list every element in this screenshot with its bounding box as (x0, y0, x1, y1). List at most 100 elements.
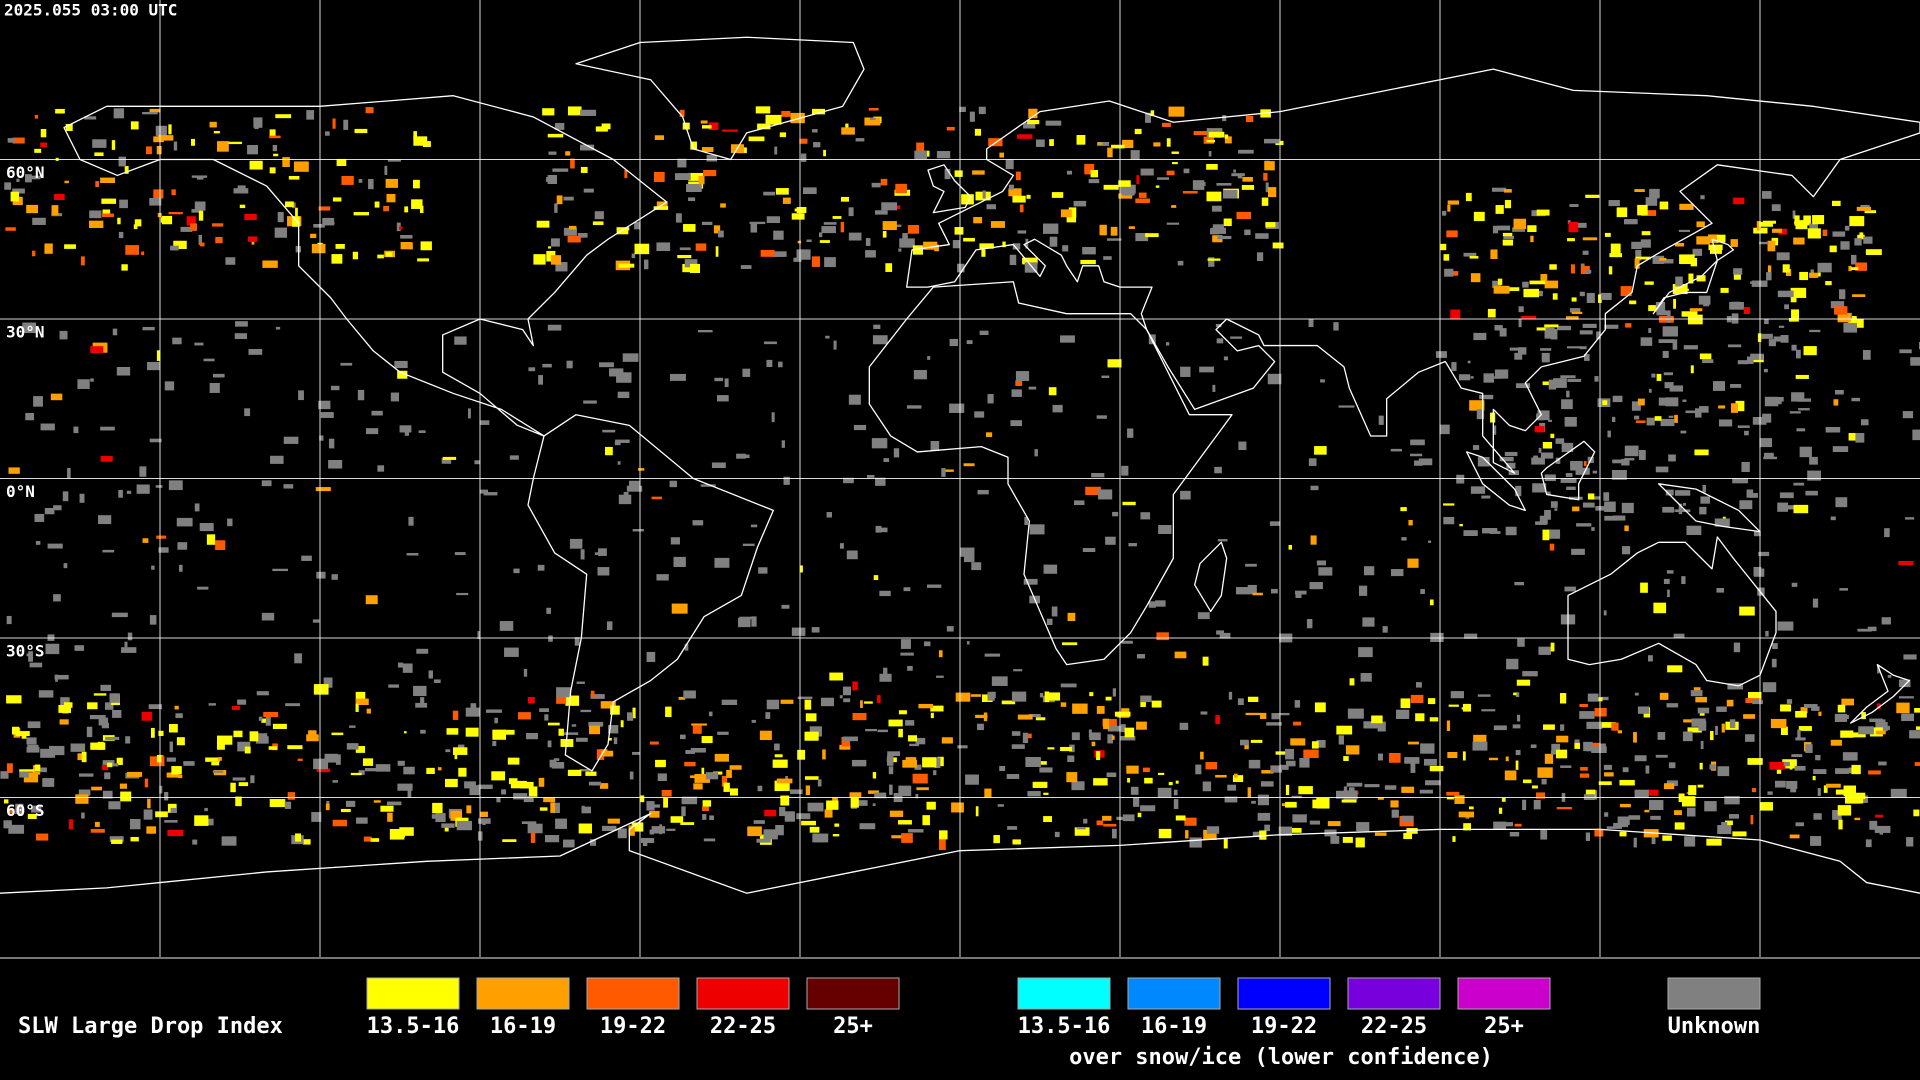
cloud-pixel (1745, 734, 1755, 742)
cloud-pixel (1848, 265, 1852, 272)
cloud-pixel (1443, 516, 1455, 525)
cloud-pixel (695, 243, 707, 251)
cloud-pixel (974, 411, 985, 418)
cloud-pixel (1608, 266, 1613, 275)
cloud-pixel (1151, 700, 1162, 708)
cloud-pixel (781, 440, 785, 448)
cloud-pixel (1479, 394, 1494, 400)
cloud-pixel (1579, 703, 1588, 708)
cloud-pixel (1091, 472, 1105, 478)
cloud-pixel (160, 217, 167, 223)
cloud-pixel (1197, 612, 1210, 620)
cloud-pixel (757, 785, 763, 792)
cloud-pixel (1591, 527, 1595, 531)
cloud-pixel (781, 110, 791, 117)
cloud-pixel (1527, 225, 1537, 233)
cloud-pixel (1155, 600, 1166, 607)
cloud-pixel (649, 741, 659, 745)
cloud-pixel (477, 784, 493, 790)
cloud-pixel (355, 746, 366, 753)
cloud-pixel (937, 756, 944, 767)
cloud-pixel (1790, 294, 1797, 303)
cloud-pixel (1594, 708, 1607, 717)
cloud-pixel (1138, 192, 1147, 198)
cloud-pixel (477, 631, 481, 640)
cloud-pixel (237, 699, 247, 705)
cloud-pixel (669, 480, 677, 488)
cloud-pixel (832, 834, 840, 837)
cloud-pixel (1890, 788, 1907, 798)
cloud-pixel (865, 238, 871, 246)
cloud-pixel (1212, 235, 1223, 243)
cloud-pixel (563, 732, 579, 735)
cloud-pixel (141, 251, 145, 256)
cloud-pixel (538, 375, 544, 385)
cloud-pixel (119, 199, 128, 209)
cloud-pixel (261, 612, 275, 621)
cloud-pixel (955, 692, 971, 702)
cloud-pixel (783, 476, 790, 485)
cloud-pixel (1012, 839, 1021, 845)
cloud-pixel (601, 750, 614, 757)
cloud-pixel (1735, 400, 1745, 412)
cloud-pixel (77, 379, 90, 389)
cloud-pixel (607, 818, 620, 824)
cloud-pixel (100, 456, 113, 462)
cloud-pixel (383, 205, 390, 212)
cloud-pixel (118, 231, 124, 239)
cloud-pixel (29, 662, 43, 668)
cloud-pixel (527, 823, 543, 834)
cloud-pixel (1423, 758, 1437, 766)
legend-label: 22-25 (1361, 1014, 1427, 1039)
cloud-pixel (1096, 820, 1104, 826)
cloud-pixel (248, 349, 263, 355)
cloud-pixel (346, 743, 359, 750)
cloud-pixel (1102, 815, 1112, 821)
cloud-pixel (1039, 693, 1044, 698)
cloud-pixel (1505, 756, 1509, 762)
cloud-pixel (581, 805, 585, 810)
cloud-pixel (1811, 706, 1820, 711)
cloud-pixel (33, 396, 43, 407)
cloud-pixel (771, 412, 775, 423)
cloud-pixel (880, 178, 888, 186)
cloud-pixel (1737, 425, 1750, 428)
cloud-pixel (1130, 786, 1139, 795)
cloud-pixel (843, 736, 858, 742)
cloud-pixel (40, 129, 47, 138)
cloud-pixel (1679, 254, 1695, 265)
cloud-pixel (1601, 696, 1609, 701)
cloud-pixel (1548, 419, 1552, 422)
cloud-pixel (819, 240, 830, 243)
cloud-pixel (1012, 243, 1021, 250)
cloud-pixel (1144, 777, 1153, 784)
cloud-pixel (1585, 194, 1600, 198)
cloud-pixel (1799, 446, 1812, 458)
cloud-pixel (306, 110, 315, 120)
cloud-pixel (1898, 560, 1914, 566)
cloud-pixel (1410, 453, 1423, 457)
cloud-pixel (1140, 512, 1151, 520)
cloud-pixel (608, 737, 612, 741)
cloud-pixel (914, 150, 927, 160)
cloud-pixel (624, 169, 628, 179)
cloud-pixel (1285, 801, 1297, 808)
cloud-pixel (914, 764, 922, 770)
cloud-pixel (834, 823, 840, 827)
cloud-pixel (873, 575, 879, 581)
cloud-pixel (1082, 548, 1096, 553)
cloud-pixel (1733, 274, 1741, 280)
cloud-pixel (1343, 790, 1358, 800)
cloud-pixel (1355, 837, 1365, 848)
cloud-pixel (868, 790, 879, 794)
cloud-pixel (548, 246, 551, 249)
cloud-pixel (1744, 430, 1749, 436)
cloud-pixel (697, 329, 713, 333)
cloud-pixel (1012, 195, 1026, 203)
cloud-pixel (1674, 490, 1691, 496)
cloud-pixel (984, 653, 1001, 657)
cloud-pixel (40, 423, 55, 431)
cloud-pixel (100, 426, 115, 431)
cloud-pixel (1448, 704, 1459, 707)
cloud-pixel (1008, 184, 1014, 190)
